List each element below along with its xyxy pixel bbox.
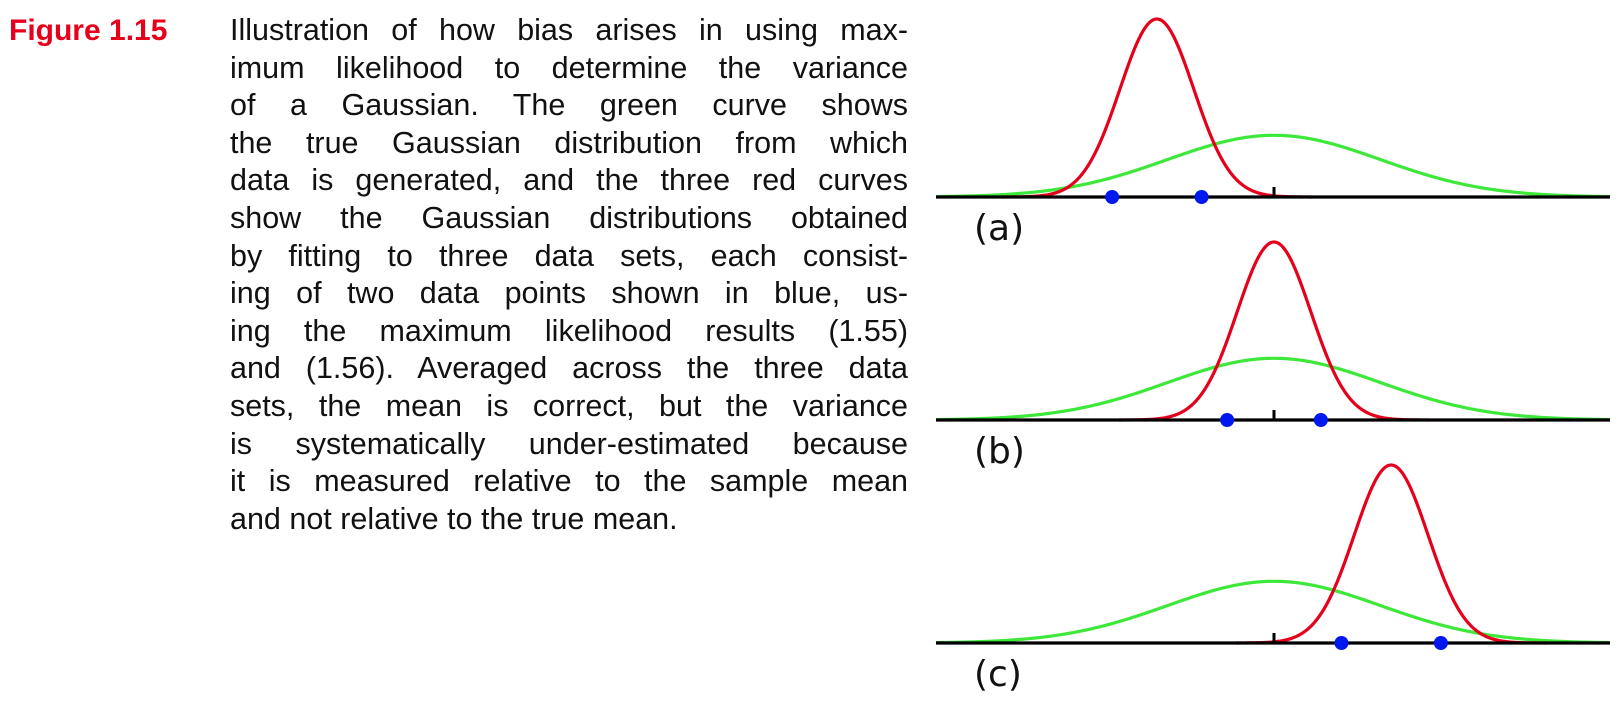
true-gaussian-curve [935,356,1611,422]
caption-line: and not relative to the true mean. [230,501,678,536]
caption-line: ing the maximum likelihood results (1.55… [230,313,908,348]
fitted-gaussian-curve [1236,463,1547,645]
caption-line: it is measured relative to the sample me… [230,464,908,499]
caption-line: ing of two data points shown in blue, us… [230,276,908,311]
caption-line: of a Gaussian. The green curve shows [230,88,908,123]
true-gaussian-curve [935,133,1611,199]
data-point [1105,190,1120,204]
panel-label: (a) [974,208,1024,249]
figure-label: Figure 1.15 [9,14,168,47]
caption-line: show the Gaussian distributions obtained [230,200,908,235]
data-point [1334,636,1349,650]
fitted-gaussian-curve [1001,17,1312,199]
caption-line: data is generated, and the three red cur… [230,163,908,198]
caption-line: Illustration of how bias arises in using… [230,13,908,47]
panel-label: (b) [974,431,1025,472]
caption-line: the true Gaussian distribution from whic… [230,125,908,160]
fitted-gaussian-curve [1118,240,1430,422]
true-gaussian-curve [935,579,1611,645]
data-point [1433,636,1448,650]
panel-label: (c) [974,654,1022,695]
caption-line: and (1.56). Averaged across the three da… [230,351,908,386]
data-point [1194,190,1209,204]
data-point [1313,413,1328,427]
figure-caption: Illustration of how bias arises in using… [230,12,908,538]
caption-line: is systematically under-estimated becaus… [230,426,908,461]
data-point [1220,413,1235,427]
caption-line: imum likelihood to determine the varianc… [230,50,908,85]
caption-line: sets, the mean is correct, but the varia… [230,388,908,423]
caption-line: by fitting to three data sets, each cons… [230,238,908,273]
